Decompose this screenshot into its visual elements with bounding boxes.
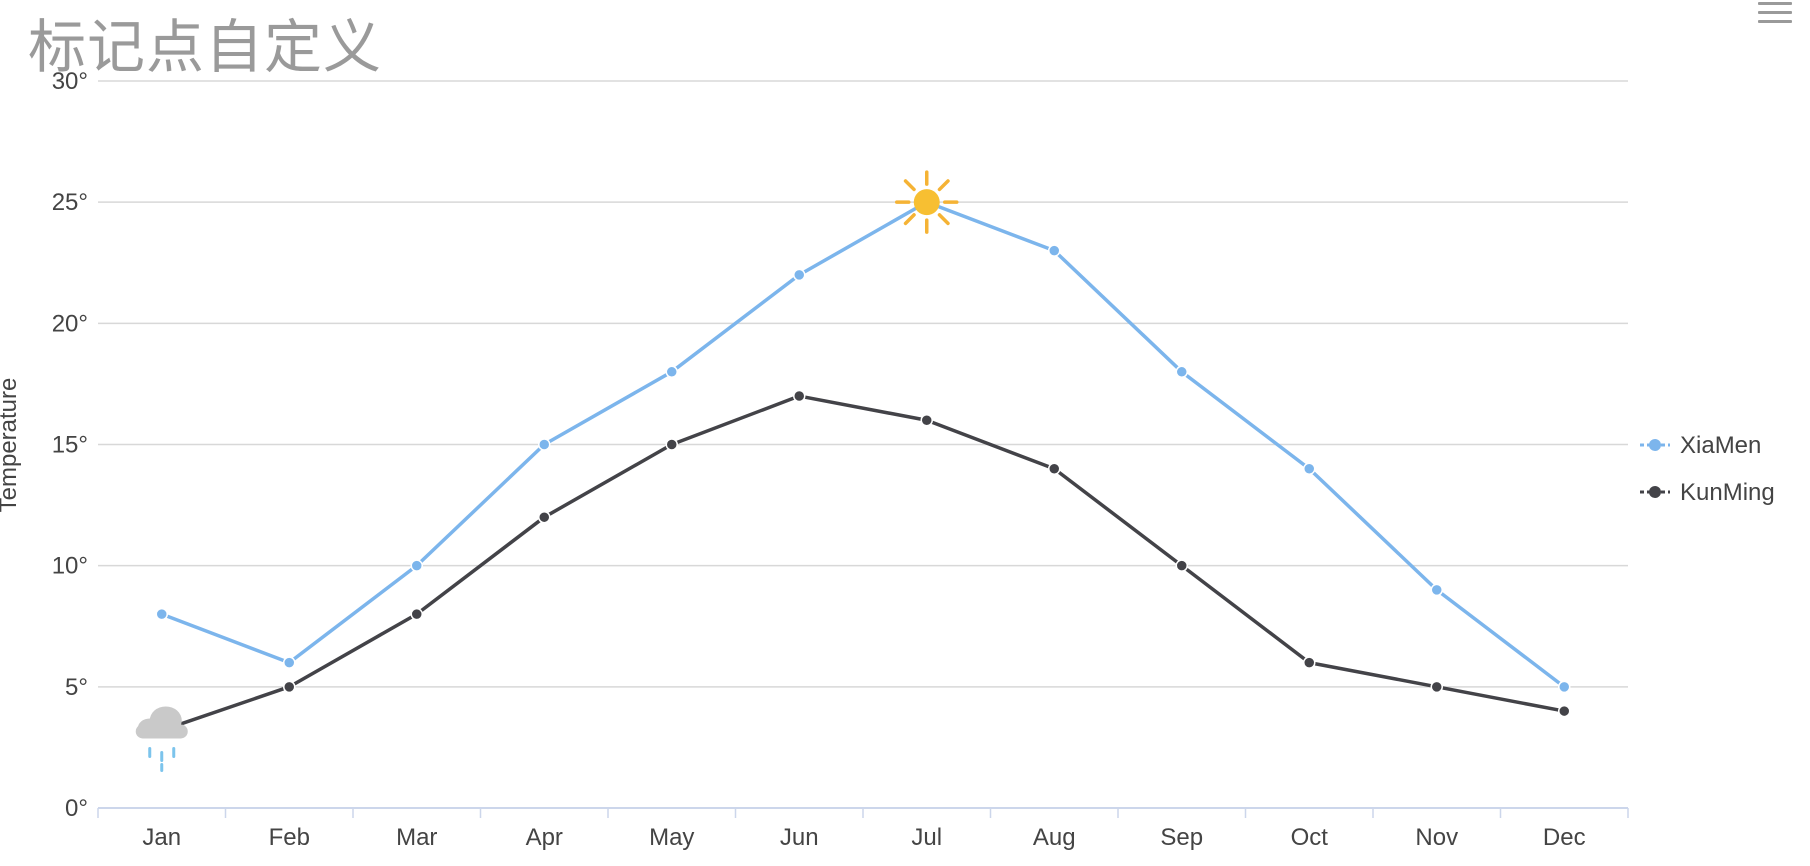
axes: [97, 807, 1629, 818]
y-tick-label: 10°: [52, 553, 88, 580]
x-tick-label: Aug: [1033, 824, 1076, 851]
data-point[interactable]: [665, 438, 678, 451]
data-point[interactable]: [793, 389, 806, 403]
data-point[interactable]: [1048, 462, 1061, 475]
data-point[interactable]: [1430, 583, 1443, 597]
series-points: [135, 170, 1571, 772]
x-tick-label: Jul: [911, 824, 942, 851]
data-point[interactable]: [410, 607, 423, 621]
data-point[interactable]: [1175, 559, 1188, 572]
data-point[interactable]: [283, 656, 296, 669]
x-tick-label: Nov: [1415, 824, 1458, 851]
data-point[interactable]: [1430, 680, 1443, 694]
hamburger-menu-icon[interactable]: [1758, 2, 1792, 28]
rain-cloud-icon[interactable]: [135, 706, 188, 772]
series-line-xiamen[interactable]: [160, 200, 1566, 689]
y-axis-ticks: 0° 5° 10° 15° 20° 25° 30°: [52, 68, 88, 822]
data-point[interactable]: [538, 438, 551, 451]
legend: XiaMen KunMing: [1640, 432, 1775, 506]
x-tick-label: Sep: [1160, 824, 1203, 851]
data-point[interactable]: [155, 607, 168, 621]
legend-item-xiamen[interactable]: XiaMen: [1640, 432, 1761, 459]
y-tick-label: 0°: [65, 795, 88, 822]
legend-marker: [1649, 486, 1661, 498]
data-point[interactable]: [665, 365, 678, 379]
legend-label: XiaMen: [1680, 432, 1761, 459]
data-point[interactable]: [1558, 704, 1571, 718]
y-tick-label: 15°: [52, 432, 88, 459]
x-tick-label: Apr: [526, 824, 563, 851]
x-tick-label: Dec: [1543, 824, 1586, 851]
sun-icon[interactable]: [895, 170, 959, 234]
x-axis-ticks: Jan Feb Mar Apr May Jun Jul Aug Sep Oct Nov Dec: [142, 824, 1585, 851]
y-tick-label: 20°: [52, 310, 88, 337]
data-point[interactable]: [1303, 656, 1316, 669]
data-point[interactable]: [283, 680, 296, 694]
y-tick-label: 5°: [65, 674, 88, 701]
y-axis-title: Temperature: [0, 378, 22, 513]
x-tick-label: Oct: [1291, 824, 1329, 851]
data-point[interactable]: [793, 268, 806, 282]
chart-title: 标记点自定义: [28, 13, 383, 81]
legend-marker: [1649, 439, 1661, 451]
x-tick-label: Mar: [396, 824, 437, 851]
data-point[interactable]: [920, 414, 933, 427]
legend-label: KunMing: [1680, 479, 1775, 506]
x-tick-label: Jan: [142, 824, 181, 851]
y-tick-label: 30°: [52, 68, 88, 95]
data-point[interactable]: [1558, 680, 1571, 694]
grid-lines: [98, 80, 1628, 688]
series-lines: [160, 200, 1566, 733]
data-point[interactable]: [410, 559, 423, 572]
x-tick-label: May: [649, 824, 694, 851]
data-point[interactable]: [1175, 365, 1188, 379]
x-tick-label: Jun: [780, 824, 819, 851]
x-tick-label: Feb: [269, 824, 310, 851]
y-tick-label: 25°: [52, 189, 88, 216]
data-point[interactable]: [1048, 244, 1061, 257]
data-point[interactable]: [1303, 462, 1316, 475]
series-line-kunming[interactable]: [160, 394, 1566, 733]
legend-item-kunming[interactable]: KunMing: [1640, 479, 1775, 506]
data-point[interactable]: [538, 510, 551, 524]
